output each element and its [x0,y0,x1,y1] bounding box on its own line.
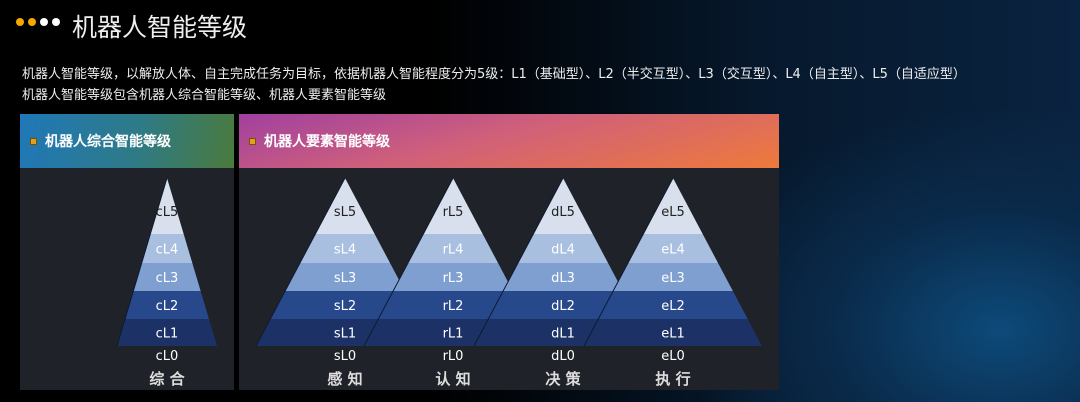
level-label: eL2 [661,299,685,314]
pyramid-band [517,234,609,263]
level-label: sL1 [334,327,356,342]
pyramid-band [150,178,184,234]
level-label: cL2 [156,299,179,314]
pyramid-band [125,291,209,319]
pyramid: eL5 eL4 eL3 eL2 eL1 eL0 执 行 [583,177,762,388]
pyramid-band [423,178,483,234]
description: 机器人智能等级，以解放人体、自主完成任务为目标，依据机器人智能程度分为5级：L1… [22,64,966,106]
pyramid: cL5 cL4 cL3 cL2 cL1 cL0 综 合 [116,177,217,388]
dot-icon [40,18,48,26]
pyramid-category-label: 执 行 [655,370,690,388]
level-label: rL4 [443,243,464,258]
level-label: dL3 [551,271,575,286]
base-level-label: cL0 [156,349,179,364]
level-label: eL3 [661,271,685,286]
level-label: sL5 [334,205,356,220]
level-label: sL3 [334,271,356,286]
level-label: eL5 [661,205,685,220]
pyramid-edge [473,177,564,347]
level-label: cL1 [156,327,179,342]
pyramid-edge [583,177,674,347]
pyramid-band [393,263,513,291]
panel-header: 机器人综合智能等级 [20,114,234,168]
level-label: eL4 [661,243,685,258]
page-title: 机器人智能等级 [72,13,248,42]
base-level-label: dL0 [551,349,575,364]
base-level-label: sL0 [334,349,356,364]
level-label: rL2 [443,299,464,314]
level-label: eL1 [661,327,685,342]
pyramid-category-label: 综 合 [149,370,185,388]
level-label: dL2 [551,299,575,314]
pyramid-band [315,178,375,234]
bullet-icon [249,137,256,145]
pyramid-band [141,234,193,263]
panel-title: 机器人综合智能等级 [45,134,171,150]
pyramid-edge [363,177,454,347]
pyramid-band [117,319,217,346]
pyramid-band [299,234,391,263]
pyramid-band [584,319,762,346]
base-level-label: eL0 [661,349,685,364]
description-line: 机器人智能等级，以解放人体、自主完成任务为目标，依据机器人智能程度分为5级：L1… [22,67,966,82]
pyramid-category-label: 决 策 [545,370,581,388]
pyramid-category-label: 感 知 [327,370,362,388]
level-label: dL1 [551,327,575,342]
panel-title: 机器人要素智能等级 [264,134,390,150]
title-dots [16,18,60,26]
dot-icon [52,18,60,26]
composite-level-panel: 机器人综合智能等级 [20,114,234,390]
pyramid-band [488,291,638,319]
level-label: cL3 [156,271,179,286]
level-label: dL4 [551,243,575,258]
pyramid-band [407,234,499,263]
pyramid-band [643,178,703,234]
base-level-label: rL0 [443,349,464,364]
pyramid-band [133,263,201,291]
level-label: sL2 [334,299,356,314]
bullet-icon [30,137,37,145]
pyramid-edge [255,177,346,347]
pyramid-band [378,291,528,319]
level-label: cL4 [156,243,179,258]
pyramid-band [598,291,748,319]
pyramid-edge [116,177,168,347]
pyramid-category-label: 认 知 [435,370,470,388]
level-label: sL4 [334,243,356,258]
pyramid-band [503,263,623,291]
level-label: cL5 [156,205,179,220]
pyramid-band [533,178,593,234]
description-line: 机器人智能等级包含机器人综合智能等级、机器人要素智能等级 [22,88,387,103]
level-label: rL1 [443,327,464,342]
dot-icon [16,18,24,26]
pyramid-band [285,263,405,291]
panel-header: 机器人要素智能等级 [239,114,779,168]
level-label: rL5 [443,205,464,220]
pyramid-band [613,263,733,291]
level-label: rL3 [443,271,464,286]
pyramid-band [627,234,719,263]
level-label: dL5 [551,205,575,220]
dot-icon [28,18,36,26]
